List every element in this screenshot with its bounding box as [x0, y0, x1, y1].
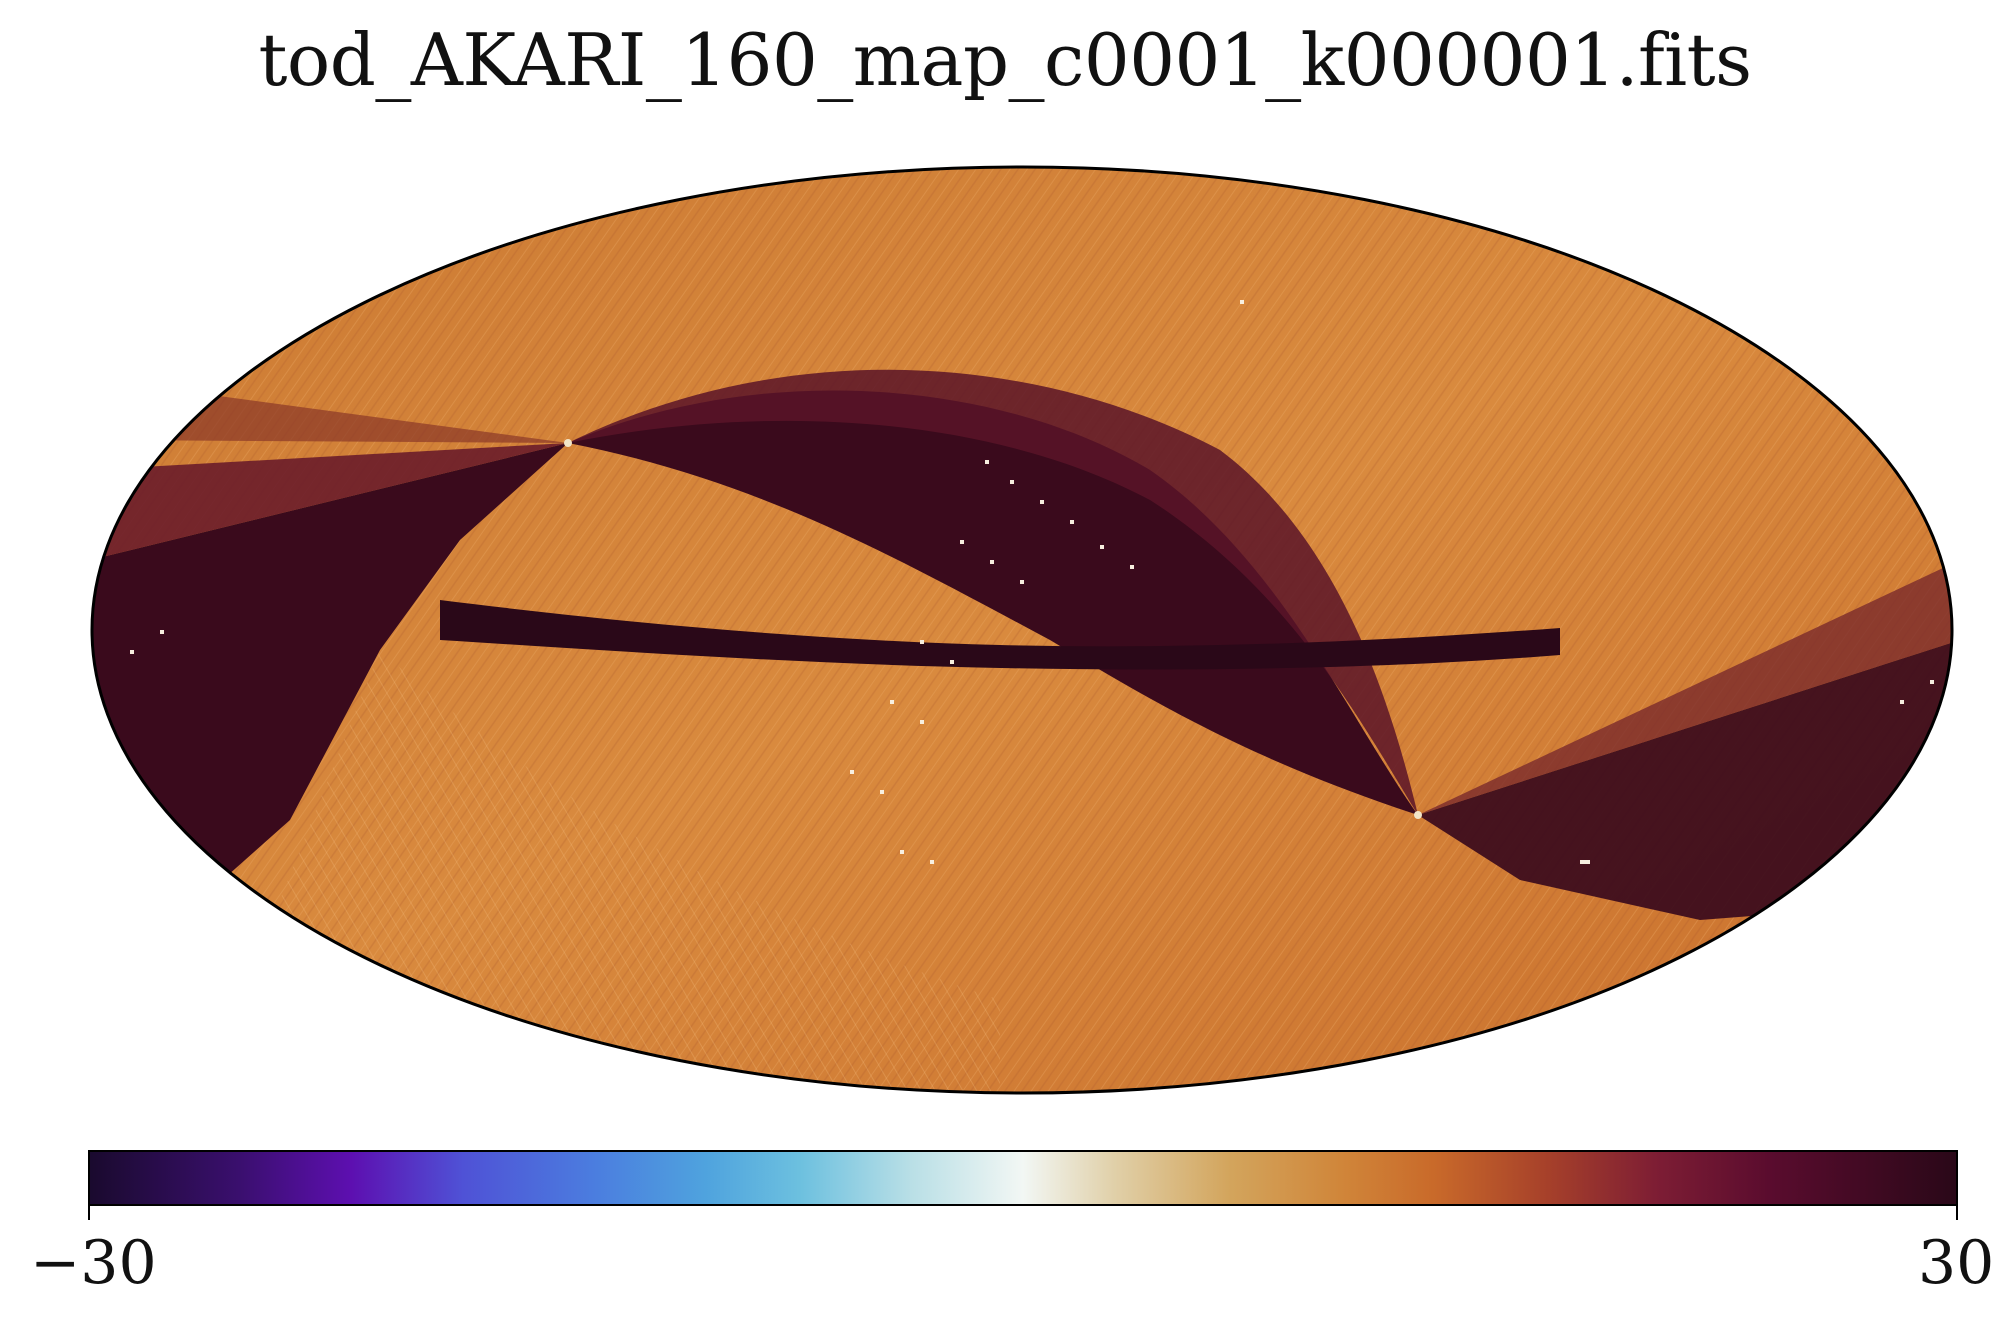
colorbar — [88, 1150, 1958, 1206]
right-dark-region — [1418, 640, 1952, 920]
colorbar-min-label: −30 — [30, 1228, 157, 1298]
map-boundary — [90, 165, 1954, 1095]
colorbar-tick-min — [88, 1206, 90, 1220]
map-content — [92, 167, 1952, 1093]
right-mid-band — [1418, 560, 1952, 815]
bright-speckles — [130, 300, 1934, 864]
colorbar-tick-max — [1956, 1206, 1958, 1220]
left-dark-region — [92, 443, 568, 900]
chart-title: tod_AKARI_160_map_c0001_k000001.fits — [258, 18, 1752, 102]
south-pole-marker — [1414, 811, 1422, 819]
ecliptic-dark-band — [568, 390, 1418, 815]
ecliptic-mid-band — [568, 369, 1418, 815]
north-pole-marker — [564, 439, 572, 447]
colorbar-max-label: 30 — [1918, 1228, 1995, 1298]
galactic-plane-strip — [440, 600, 1560, 670]
left-mid-region — [92, 443, 568, 560]
